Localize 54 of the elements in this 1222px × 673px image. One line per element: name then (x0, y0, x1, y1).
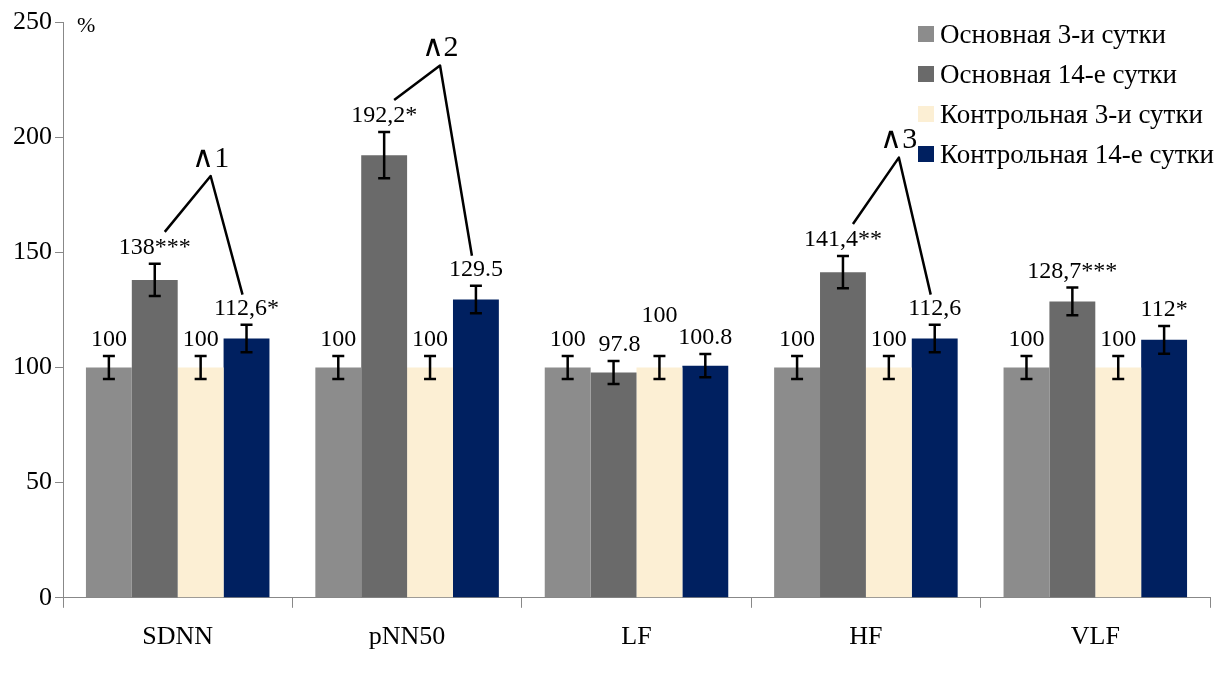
data-label: 100 (779, 325, 816, 352)
data-label: 138*** (118, 233, 191, 260)
bar (452, 299, 499, 598)
bar (636, 367, 683, 598)
y-tick-label: 250 (13, 5, 52, 35)
data-label: 100 (549, 325, 586, 352)
data-label: 192,2* (351, 101, 418, 128)
bar (911, 338, 958, 598)
bar (131, 279, 178, 598)
x-tick-label: VLF (1070, 621, 1120, 651)
bar (820, 272, 866, 598)
legend-label: Основная 3-и сутки (940, 18, 1166, 51)
data-label: 97.8 (598, 330, 641, 357)
y-tick-label: 100 (13, 351, 52, 381)
y-tick-label: 200 (13, 120, 52, 150)
bar (177, 367, 224, 598)
x-tick-label: SDNN (142, 621, 214, 651)
data-label: 112* (1140, 295, 1188, 322)
bar (1141, 339, 1188, 598)
bar (1095, 367, 1142, 598)
data-label: 100 (1100, 325, 1137, 352)
legend-label: Основная 14-е сутки (940, 58, 1178, 91)
bar (682, 365, 729, 598)
data-label: 100 (870, 325, 907, 352)
data-label: 100 (1008, 325, 1045, 352)
bar (407, 367, 453, 598)
data-label: 129.5 (448, 255, 503, 282)
annotation: ∧2 (421, 29, 459, 63)
x-tick-label: HF (849, 621, 883, 651)
data-label: 100 (182, 325, 219, 352)
annotation: ∧3 (880, 121, 918, 155)
x-tick-label: LF (621, 621, 652, 651)
x-tick-label: pNN50 (368, 621, 446, 651)
data-label: 112,6 (908, 293, 962, 320)
bar (223, 338, 270, 598)
data-label: 141,4** (803, 225, 882, 252)
data-label: 100.8 (678, 323, 733, 350)
bar (865, 367, 912, 598)
bar (1049, 301, 1096, 598)
data-label: 100 (641, 301, 678, 328)
data-label: 100 (320, 325, 357, 352)
y-axis-title: % (77, 11, 96, 37)
y-tick-label: 150 (13, 236, 52, 266)
legend-label: Контрольная 14-е сутки (940, 138, 1214, 171)
data-label: 100 (90, 325, 127, 352)
data-label: 112,6* (213, 293, 280, 320)
legend-label: Контрольная 3-и сутки (940, 98, 1203, 131)
y-tick-label: 0 (39, 581, 52, 611)
data-label: 100 (412, 325, 449, 352)
bar (590, 372, 637, 598)
bar (361, 155, 408, 598)
data-label: 128,7*** (1027, 256, 1118, 283)
annotation: ∧1 (192, 139, 230, 173)
y-tick-label: 50 (26, 466, 52, 496)
